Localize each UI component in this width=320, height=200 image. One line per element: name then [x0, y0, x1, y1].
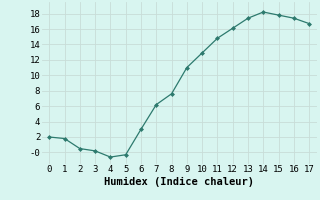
X-axis label: Humidex (Indice chaleur): Humidex (Indice chaleur): [104, 177, 254, 187]
